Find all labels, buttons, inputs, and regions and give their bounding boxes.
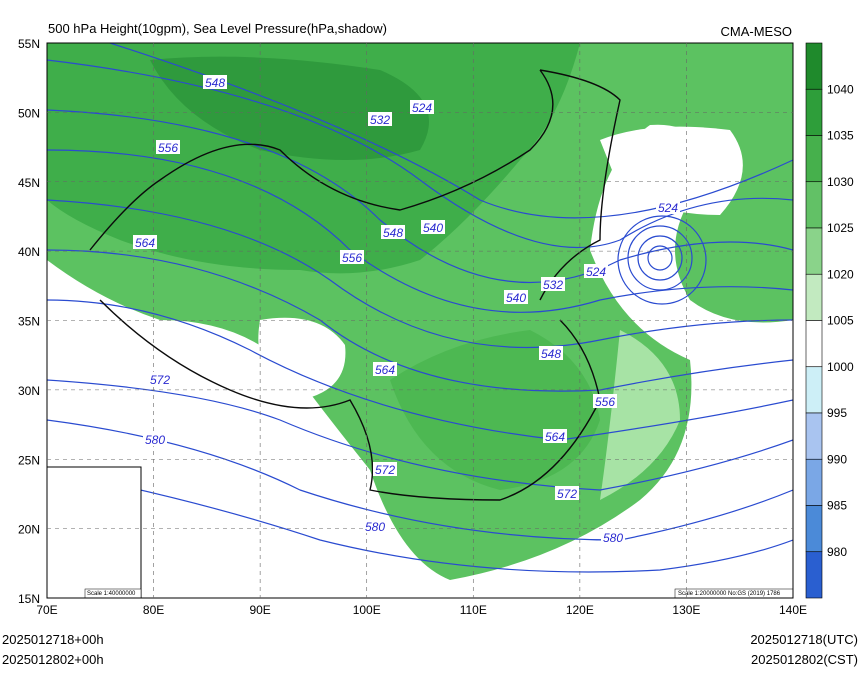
contour-label-bg — [539, 346, 563, 360]
valid-time: 2025012802+00h — [2, 652, 104, 667]
lat-label: 30N — [18, 384, 40, 398]
contour-label: 556 — [158, 141, 178, 155]
contour-label: 524 — [658, 201, 678, 215]
colorbar-label: 1020 — [827, 267, 854, 281]
lat-label: 20N — [18, 523, 40, 537]
contour-label-bg — [601, 530, 625, 544]
colorbar-box — [805, 551, 823, 599]
contour-label: 540 — [506, 291, 526, 305]
scale-note: Scale 1:20000000 No:GS (2019) 1786 — [678, 591, 781, 597]
colorbar-label: 990 — [827, 452, 847, 466]
lon-label: 120E — [566, 603, 594, 617]
contour-label-bg — [340, 250, 364, 264]
lat-label: 45N — [18, 176, 40, 190]
lon-label: 90E — [249, 603, 270, 617]
title: 500 hPa Height(10gpm), Sea Level Pressur… — [48, 21, 387, 36]
contour-label-bg — [143, 432, 167, 446]
colorbar-label: 995 — [827, 406, 847, 420]
lat-label: 25N — [18, 453, 40, 467]
valid-time-cst: 2025012802(CST) — [751, 652, 858, 667]
lon-label: 70E — [36, 603, 57, 617]
source: CMA-MESO — [721, 24, 793, 39]
lat-label: 50N — [18, 106, 40, 120]
contour-label-bg — [593, 394, 617, 408]
contour-label: 548 — [541, 347, 561, 361]
colorbar-box — [805, 320, 823, 368]
contour-label-bg — [363, 519, 387, 533]
contour-label: 524 — [586, 265, 606, 279]
contour-label-bg — [133, 235, 157, 249]
lat-label: 55N — [18, 37, 40, 51]
colorbar-label: 1025 — [827, 221, 854, 235]
colorbar-box — [805, 505, 823, 553]
lat-label: 40N — [18, 245, 40, 259]
colorbar-box — [805, 135, 823, 183]
colorbar-box — [805, 366, 823, 414]
contour-label: 572 — [375, 463, 395, 477]
colorbar-box — [805, 42, 823, 90]
colorbar-box — [805, 273, 823, 321]
contour-label-bg — [373, 362, 397, 376]
lon-label: 110E — [460, 603, 487, 617]
contour-label: 524 — [412, 101, 432, 115]
colorbar-box — [805, 227, 823, 275]
init-time: 2025012718+00h — [2, 632, 104, 647]
contour-label-bg — [410, 100, 434, 114]
colorbar-box — [805, 412, 823, 460]
contour-label-bg — [381, 225, 405, 239]
colorbar-box — [805, 458, 823, 506]
contour-label-bg — [584, 264, 608, 278]
contour-label-bg — [504, 290, 528, 304]
contour-label: 580 — [603, 531, 623, 545]
contour-label: 572 — [150, 373, 170, 387]
colorbar-label: 1035 — [827, 129, 854, 143]
contour-label-bg — [156, 140, 180, 154]
borders — [89, 69, 621, 501]
colorbar-label: 1040 — [827, 82, 854, 96]
inset-scale: Scale 1:40000000 — [87, 591, 136, 597]
contour-label: 540 — [423, 221, 443, 235]
contour-label-bg — [373, 462, 397, 476]
lon-label: 140E — [779, 603, 807, 617]
colorbar-label: 980 — [827, 545, 847, 559]
contour-label-bg — [543, 429, 567, 443]
colorbar-box — [805, 181, 823, 229]
colorbar-box — [805, 88, 823, 136]
contour-label: 532 — [370, 113, 390, 127]
colorbar-label: 1005 — [827, 314, 854, 328]
contour-label: 564 — [375, 363, 395, 377]
lon-label: 100E — [353, 603, 381, 617]
contour-label-bg — [555, 486, 579, 500]
colorbar-label: 985 — [827, 499, 847, 513]
contour-label: 580 — [365, 520, 385, 534]
contour-label-bg — [368, 112, 392, 126]
height-contours — [47, 43, 793, 573]
contour-label: 532 — [543, 278, 563, 292]
contour-label: 572 — [557, 487, 577, 501]
contour-label-bg — [148, 372, 172, 386]
colorbar-label: 1000 — [827, 360, 854, 374]
inset-map — [47, 466, 142, 598]
map-area: Scale 1:20000000 No:GS (2019) 1786 Scale… — [47, 43, 793, 598]
init-time-utc: 2025012718(UTC) — [750, 632, 858, 647]
lat-label: 35N — [18, 315, 40, 329]
contour-label: 548 — [383, 226, 403, 240]
lat-label: 15N — [18, 592, 40, 606]
contour-label: 564 — [545, 430, 565, 444]
contour-label-bg — [656, 200, 680, 214]
contour-label: 564 — [135, 236, 155, 250]
contour-label: 556 — [595, 395, 615, 409]
contour-label: 580 — [145, 433, 165, 447]
contour-label-bg — [203, 75, 227, 89]
contour-label: 556 — [342, 251, 362, 265]
lon-label: 130E — [672, 603, 700, 617]
colorbar-label: 1030 — [827, 175, 854, 189]
contour-label-bg — [541, 277, 565, 291]
lon-label: 80E — [143, 603, 164, 617]
contour-label: 548 — [205, 76, 225, 90]
contour-label-bg — [421, 220, 445, 234]
